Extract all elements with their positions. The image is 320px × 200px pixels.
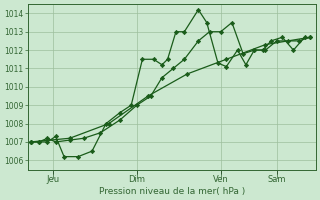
X-axis label: Pression niveau de la mer( hPa ): Pression niveau de la mer( hPa )	[99, 187, 245, 196]
